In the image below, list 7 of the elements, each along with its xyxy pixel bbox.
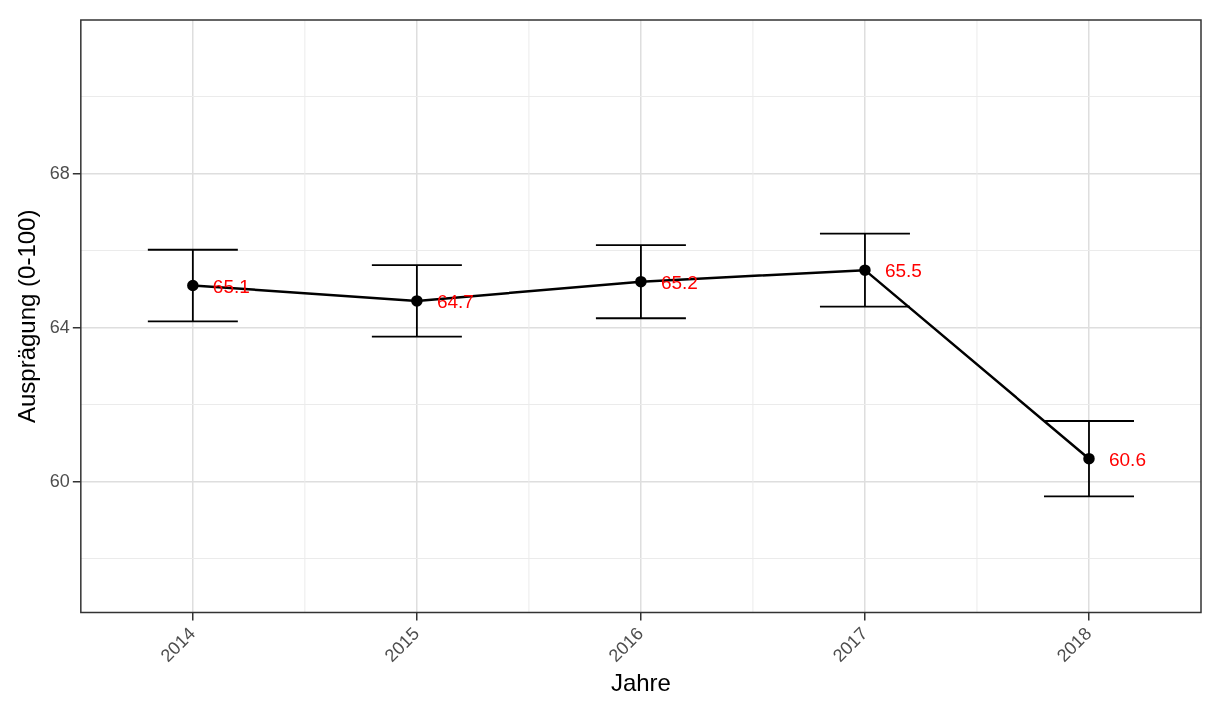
y-tick-label: 64: [49, 316, 70, 337]
x-axis-title: Jahre: [610, 669, 671, 697]
y-tick-label: 68: [49, 162, 70, 183]
y-tick-label: 60: [49, 470, 70, 491]
data-label: 65.5: [884, 260, 922, 282]
y-axis-title: Ausprägung (0-100): [13, 209, 41, 424]
data-label: 60.6: [1108, 448, 1146, 470]
